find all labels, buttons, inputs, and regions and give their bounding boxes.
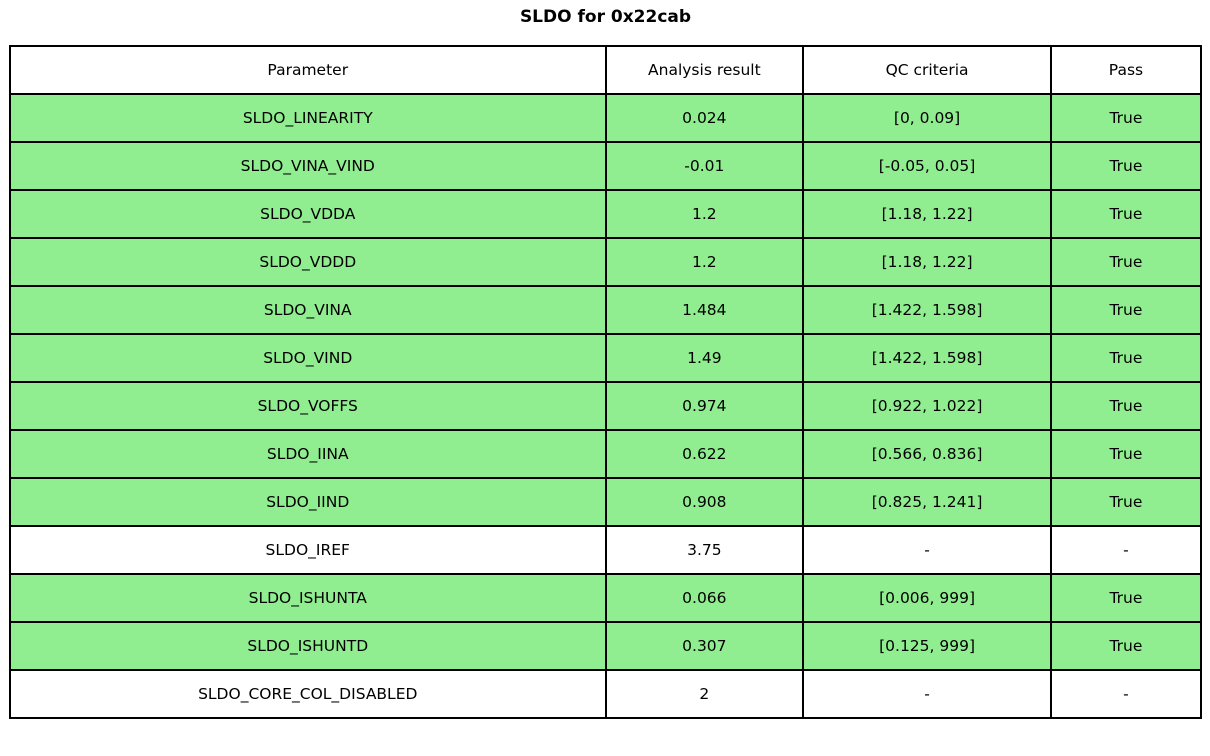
table-row: SLDO_VDDA 1.2 [1.18, 1.22] True	[9, 189, 1203, 239]
cell-parameter: SLDO_VDDA	[9, 189, 607, 239]
cell-pass: True	[1049, 429, 1203, 479]
cell-qc-criteria: [1.422, 1.598]	[802, 285, 1052, 335]
table-row: SLDO_VOFFS 0.974 [0.922, 1.022] True	[9, 381, 1203, 431]
column-header-pass: Pass	[1049, 45, 1203, 95]
column-header-analysis-result: Analysis result	[604, 45, 805, 95]
cell-analysis-result: 0.622	[604, 429, 805, 479]
cell-pass: True	[1049, 573, 1203, 623]
cell-qc-criteria: [0.825, 1.241]	[802, 477, 1052, 527]
cell-analysis-result: 0.307	[604, 621, 805, 671]
cell-pass: True	[1049, 141, 1203, 191]
cell-parameter: SLDO_LINEARITY	[9, 93, 607, 143]
table-row: SLDO_VINA_VIND -0.01 [-0.05, 0.05] True	[9, 141, 1203, 191]
table-row: SLDO_VIND 1.49 [1.422, 1.598] True	[9, 333, 1203, 383]
table-body: SLDO_LINEARITY 0.024 [0, 0.09] True SLDO…	[9, 93, 1203, 719]
cell-qc-criteria: [0, 0.09]	[802, 93, 1052, 143]
cell-pass: True	[1049, 93, 1203, 143]
table-row: SLDO_LINEARITY 0.024 [0, 0.09] True	[9, 93, 1203, 143]
column-header-parameter: Parameter	[9, 45, 607, 95]
cell-parameter: SLDO_VDDD	[9, 237, 607, 287]
cell-pass: -	[1049, 669, 1203, 719]
cell-pass: True	[1049, 333, 1203, 383]
cell-parameter: SLDO_VINA_VIND	[9, 141, 607, 191]
cell-qc-criteria: [0.125, 999]	[802, 621, 1052, 671]
cell-analysis-result: 0.024	[604, 93, 805, 143]
table-row: SLDO_ISHUNTD 0.307 [0.125, 999] True	[9, 621, 1203, 671]
cell-qc-criteria: [1.18, 1.22]	[802, 189, 1052, 239]
cell-parameter: SLDO_IINA	[9, 429, 607, 479]
table-row: SLDO_VDDD 1.2 [1.18, 1.22] True	[9, 237, 1203, 287]
cell-analysis-result: 0.974	[604, 381, 805, 431]
page-title: SLDO for 0x22cab	[519, 7, 692, 27]
cell-analysis-result: 1.49	[604, 333, 805, 383]
cell-analysis-result: 3.75	[604, 525, 805, 575]
cell-analysis-result: 2	[604, 669, 805, 719]
table-row: SLDO_IINA 0.622 [0.566, 0.836] True	[9, 429, 1203, 479]
cell-parameter: SLDO_ISHUNTA	[9, 573, 607, 623]
cell-qc-criteria: [0.566, 0.836]	[802, 429, 1052, 479]
table-row: SLDO_IREF 3.75 - -	[9, 525, 1203, 575]
cell-analysis-result: 0.908	[604, 477, 805, 527]
cell-parameter: SLDO_CORE_COL_DISABLED	[9, 669, 607, 719]
cell-qc-criteria: [1.18, 1.22]	[802, 237, 1052, 287]
qc-results-table: Parameter Analysis result QC criteria Pa…	[9, 45, 1203, 719]
cell-analysis-result: 1.2	[604, 237, 805, 287]
cell-qc-criteria: [0.006, 999]	[802, 573, 1052, 623]
cell-analysis-result: 0.066	[604, 573, 805, 623]
cell-analysis-result: 1.2	[604, 189, 805, 239]
cell-parameter: SLDO_VINA	[9, 285, 607, 335]
cell-parameter: SLDO_VOFFS	[9, 381, 607, 431]
cell-parameter: SLDO_ISHUNTD	[9, 621, 607, 671]
cell-parameter: SLDO_VIND	[9, 333, 607, 383]
cell-qc-criteria: -	[802, 669, 1052, 719]
table-row: SLDO_ISHUNTA 0.066 [0.006, 999] True	[9, 573, 1203, 623]
cell-parameter: SLDO_IIND	[9, 477, 607, 527]
cell-pass: True	[1049, 237, 1203, 287]
cell-analysis-result: -0.01	[604, 141, 805, 191]
table-row: SLDO_CORE_COL_DISABLED 2 - -	[9, 669, 1203, 719]
cell-qc-criteria: [1.422, 1.598]	[802, 333, 1052, 383]
cell-pass: True	[1049, 477, 1203, 527]
cell-analysis-result: 1.484	[604, 285, 805, 335]
cell-pass: True	[1049, 621, 1203, 671]
cell-qc-criteria: -	[802, 525, 1052, 575]
table-header-row: Parameter Analysis result QC criteria Pa…	[9, 45, 1203, 95]
table-row: SLDO_IIND 0.908 [0.825, 1.241] True	[9, 477, 1203, 527]
cell-pass: -	[1049, 525, 1203, 575]
cell-pass: True	[1049, 381, 1203, 431]
cell-pass: True	[1049, 285, 1203, 335]
cell-qc-criteria: [0.922, 1.022]	[802, 381, 1052, 431]
cell-qc-criteria: [-0.05, 0.05]	[802, 141, 1052, 191]
cell-pass: True	[1049, 189, 1203, 239]
cell-parameter: SLDO_IREF	[9, 525, 607, 575]
column-header-qc-criteria: QC criteria	[802, 45, 1052, 95]
table-row: SLDO_VINA 1.484 [1.422, 1.598] True	[9, 285, 1203, 335]
